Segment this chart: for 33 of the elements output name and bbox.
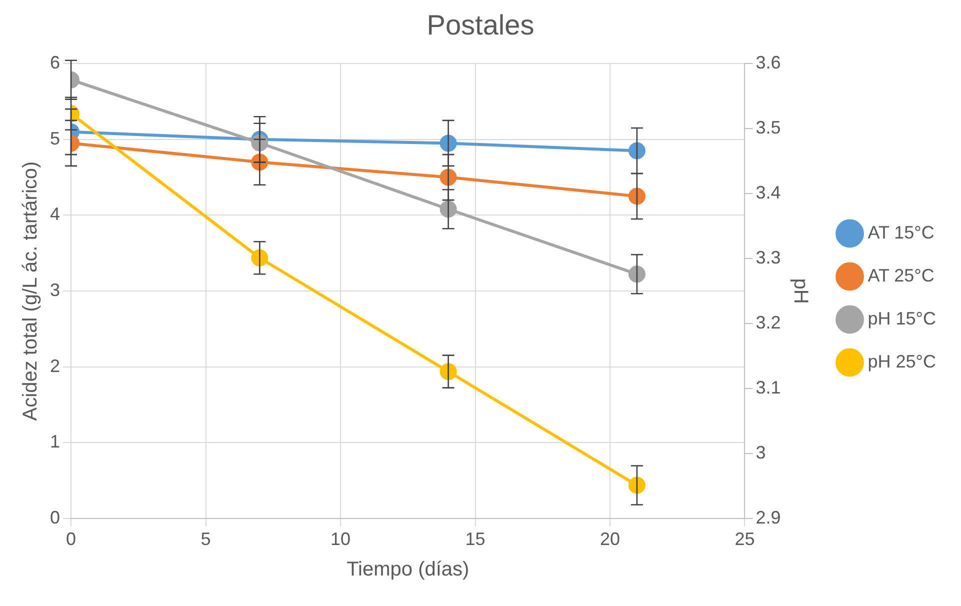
y-tick-label: 2 xyxy=(50,356,60,376)
x-tick-label: 5 xyxy=(200,529,211,550)
y2-tick-label: 3.1 xyxy=(756,377,781,398)
y2-axis-title: pH xyxy=(789,278,812,304)
legend-label: AT 25°C xyxy=(868,265,934,286)
chart-title: Postales xyxy=(426,10,534,41)
y-tick-label: 0 xyxy=(50,507,60,528)
legend-label: pH 15°C xyxy=(868,308,936,328)
y2-tick-label: 3.2 xyxy=(756,312,781,332)
y2-tick-label: 2.9 xyxy=(756,507,781,528)
y2-tick-label: 3.4 xyxy=(756,182,781,203)
point xyxy=(628,142,646,160)
point xyxy=(628,188,646,205)
x-axis-title: Tiempo (días) xyxy=(346,558,470,581)
y-axis-title: Acidez total (g/L ác. tartárico) xyxy=(20,161,42,421)
legend-label: AT 15°C xyxy=(868,222,934,242)
y2-tick-label: 3.5 xyxy=(756,118,781,138)
y-tick-label: 5 xyxy=(50,128,60,148)
x-tick-label: 20 xyxy=(600,529,620,550)
y-tick-label: 1 xyxy=(50,432,60,452)
x-tick-label: 10 xyxy=(330,529,351,550)
y2-tick-label: 3 xyxy=(756,442,766,462)
y2-tick-label: 3.3 xyxy=(756,247,781,268)
x-tick-label: 0 xyxy=(66,529,76,550)
y-tick-label: 4 xyxy=(50,204,60,224)
x-tick-label: 25 xyxy=(734,529,755,550)
point xyxy=(628,476,646,494)
legend-label: pH 25°C xyxy=(868,351,936,372)
x-tick-label: 15 xyxy=(465,529,486,550)
y-tick-label: 3 xyxy=(50,280,60,300)
y2-tick-label: 3.6 xyxy=(756,52,781,73)
point xyxy=(628,266,646,283)
y-tick-label: 6 xyxy=(50,52,60,73)
